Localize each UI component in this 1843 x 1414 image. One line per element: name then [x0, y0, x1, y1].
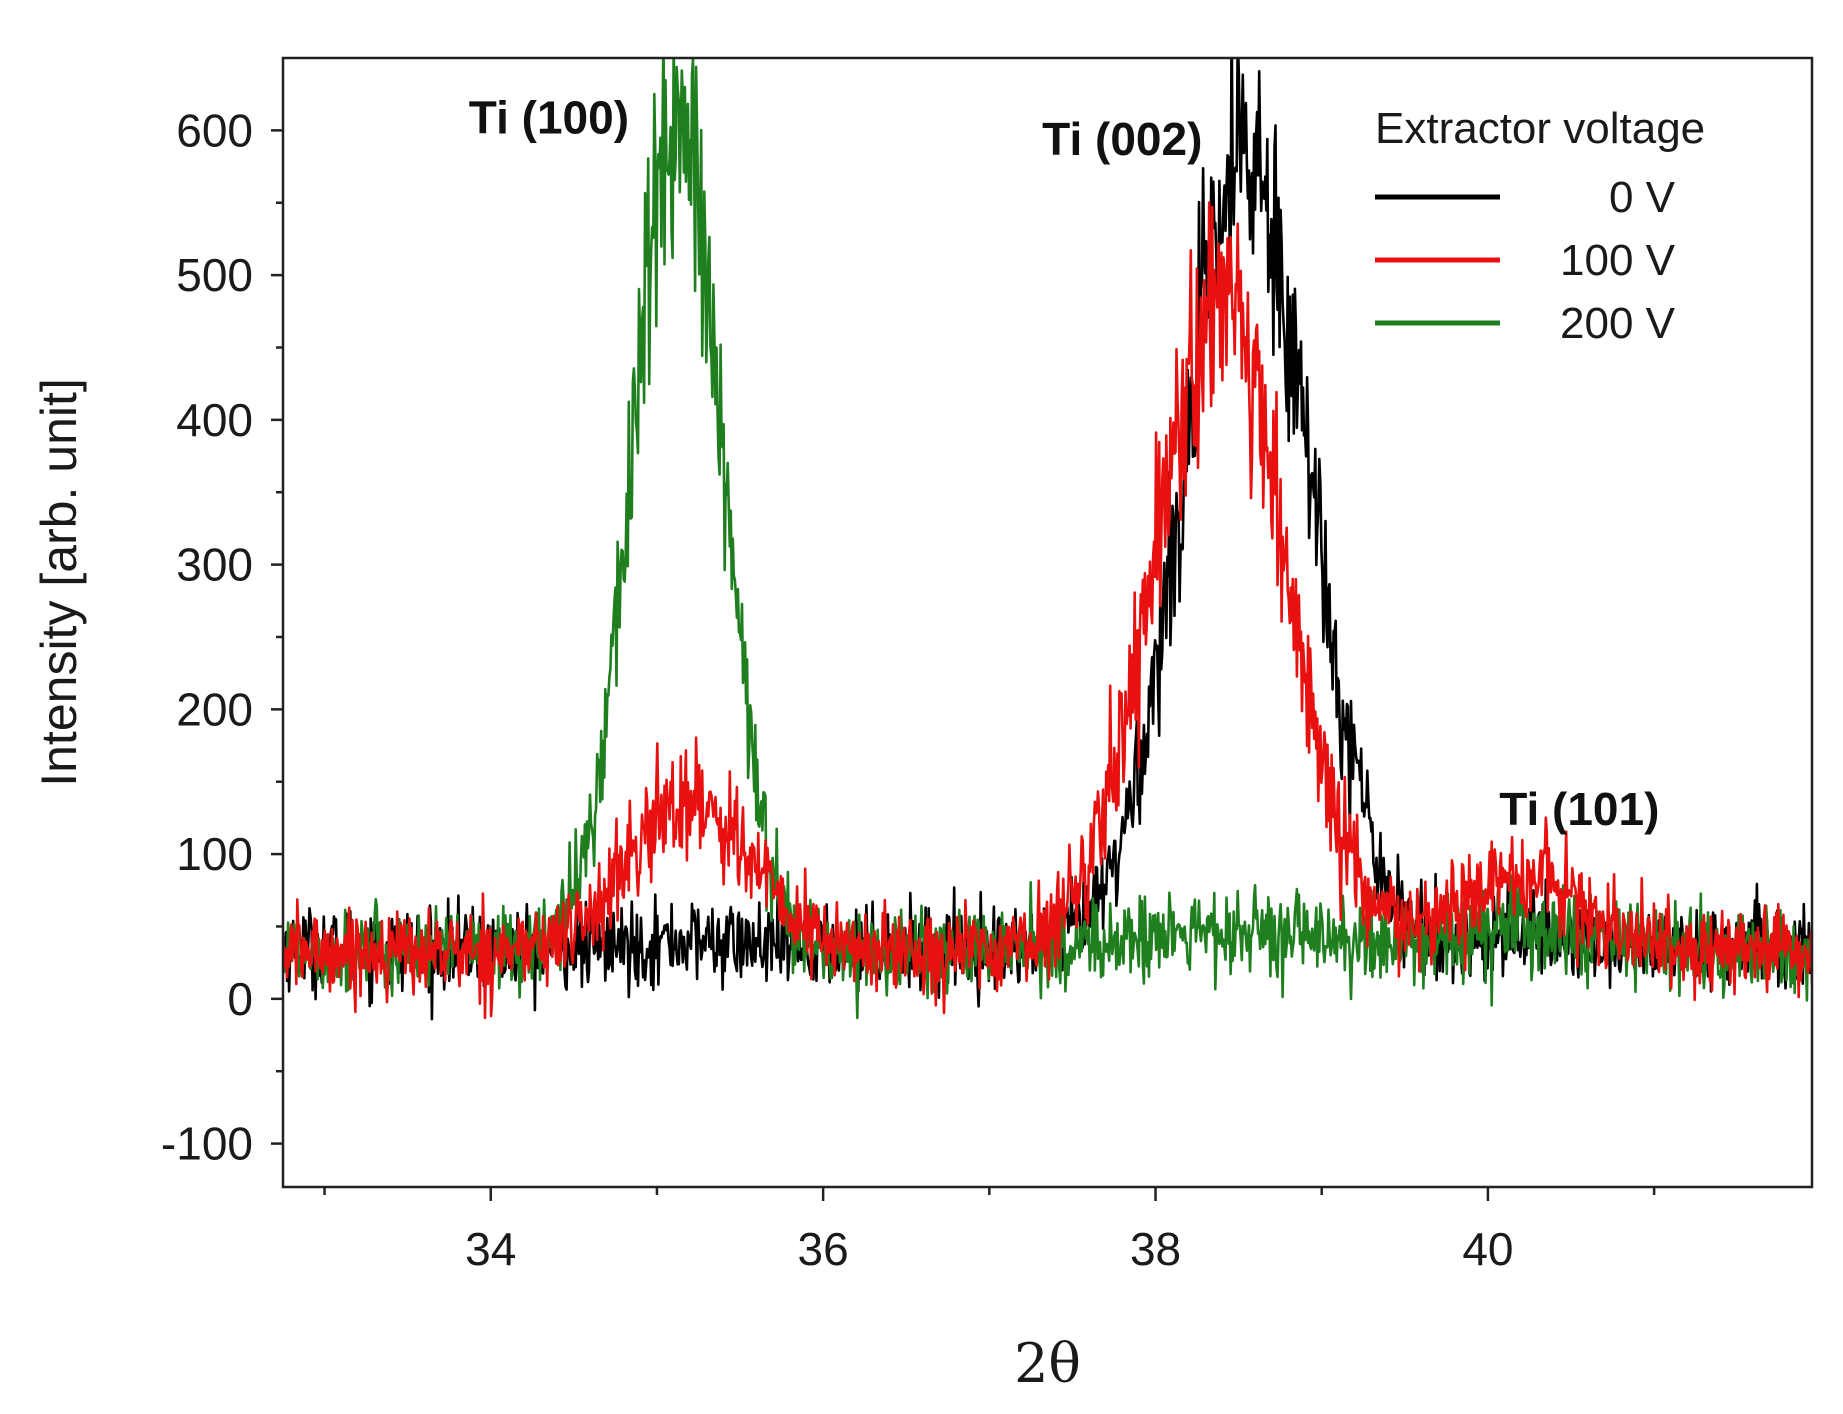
series-layer [283, 58, 1812, 1021]
legend-title: Extractor voltage [1375, 104, 1705, 153]
legend-label: 200 V [1560, 299, 1676, 348]
legend-label: 0 V [1609, 173, 1676, 222]
y-tick-labels: -100 0 100 200 300 400 500 600 [161, 104, 253, 1169]
annotations: Ti (100) Ti (002) Ti (101) [469, 91, 1660, 835]
peak-annotation: Ti (002) [1042, 113, 1202, 165]
x-tick-label: 38 [1130, 1223, 1181, 1275]
y-axis-title: Intensity [arb. unit] [31, 378, 87, 787]
legend: Extractor voltage 0 V 100 V 200 V [1375, 104, 1705, 348]
y-tick-label: 300 [176, 539, 253, 591]
axis-ticks [271, 129, 1656, 1201]
x-tick-labels: 34 36 38 40 [465, 1223, 1513, 1275]
peak-annotation: Ti (101) [1499, 783, 1659, 835]
y-tick-label: 0 [227, 973, 253, 1025]
x-tick-label: 40 [1462, 1223, 1513, 1275]
y-tick-label: 600 [176, 104, 253, 156]
x-axis-title: 2θ [1014, 1332, 1081, 1395]
series-line-100v [283, 201, 1812, 1020]
plot-frame [281, 56, 1814, 1189]
legend-label: 100 V [1560, 236, 1676, 285]
legend-items: 0 V 100 V 200 V [1375, 173, 1676, 348]
peak-annotation: Ti (100) [469, 91, 629, 143]
y-tick-label: 100 [176, 828, 253, 880]
y-tick-label: -100 [161, 1118, 253, 1170]
series-line-200v [283, 58, 1812, 1020]
x-tick-label: 34 [465, 1223, 516, 1275]
x-tick-label: 36 [798, 1223, 849, 1275]
y-tick-label: 200 [176, 683, 253, 735]
y-tick-label: 500 [176, 249, 253, 301]
y-tick-label: 400 [176, 394, 253, 446]
